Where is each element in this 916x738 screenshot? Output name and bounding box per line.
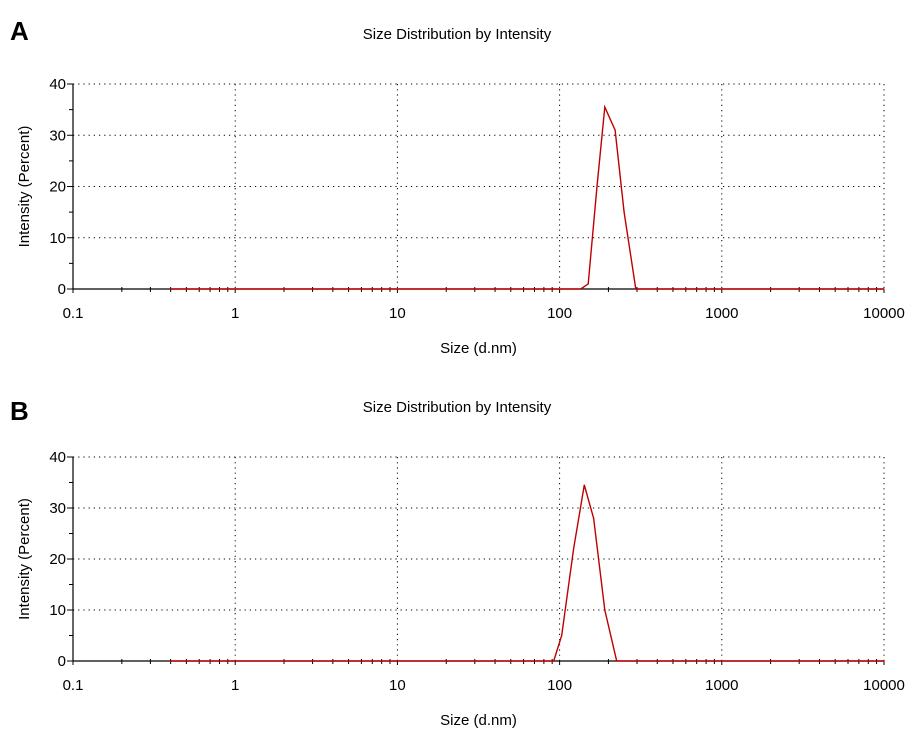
data-point <box>587 283 589 285</box>
data-point <box>561 634 563 637</box>
chart-title: Size Distribution by Intensity <box>363 26 552 43</box>
x-tick-label: 100 <box>547 677 572 694</box>
data-point <box>604 106 606 108</box>
chart-panel-b: B Size Distribution by Intensity 0 10 20 30 4… <box>0 372 916 738</box>
x-tick-label: 1 <box>231 677 239 694</box>
y-tick-label: 10 <box>49 602 66 619</box>
y-tick-label: 0 <box>58 653 66 670</box>
y-axis-label: Intensity (Percent) <box>16 498 33 620</box>
y-tick-label: 0 <box>58 281 66 298</box>
data-point <box>580 288 582 290</box>
y-tick-label: 40 <box>49 76 66 93</box>
chart-b: Size Distribution by Intensity 0 10 20 30 40 0… <box>16 399 905 729</box>
y-tick-label: 10 <box>49 230 66 247</box>
x-tick-label: 10 <box>389 305 406 322</box>
x-tick-label: 10000 <box>863 677 905 694</box>
x-tick-label: 1000 <box>705 305 738 322</box>
x-tick-label: 10 <box>389 677 406 694</box>
data-point <box>604 609 606 611</box>
x-axis-label: Size (d.nm) <box>440 712 517 729</box>
x-tick-label: 1000 <box>705 677 738 694</box>
panel-label-b: B <box>10 396 29 426</box>
y-tick-label: 20 <box>49 179 66 196</box>
x-tick-label: 10000 <box>863 305 905 322</box>
data-point <box>623 211 625 213</box>
x-axis-label: Size (d.nm) <box>440 340 517 357</box>
data-point <box>596 185 598 188</box>
x-tick-label: 0.1 <box>63 677 84 694</box>
y-tick-label: 40 <box>49 449 66 466</box>
data-point <box>170 288 172 290</box>
data-point <box>614 129 616 131</box>
x-tick-label: 100 <box>547 305 572 322</box>
panel-label-a: A <box>10 16 29 46</box>
series-line <box>170 484 884 662</box>
data-point <box>573 548 575 550</box>
data-point <box>170 660 172 662</box>
x-tick-label: 0.1 <box>63 305 84 322</box>
data-point <box>553 660 555 662</box>
y-tick-label: 30 <box>49 500 66 517</box>
data-point <box>583 484 585 486</box>
data-point <box>592 517 595 519</box>
chart-panel-a: A Size Distribution by Intensity 0 10 20 30 4… <box>0 0 916 366</box>
y-tick-label: 20 <box>49 551 66 568</box>
chart-a: Size Distribution by Intensity 0 10 20 30 40 0… <box>16 26 905 357</box>
data-point <box>883 660 885 662</box>
y-axis-label: Intensity (Percent) <box>16 126 33 248</box>
y-tick-label: 30 <box>49 127 66 144</box>
x-tick-label: 1 <box>231 305 239 322</box>
data-point <box>635 288 637 290</box>
series-line <box>170 104 884 290</box>
data-point <box>883 288 885 290</box>
chart-title: Size Distribution by Intensity <box>363 399 552 416</box>
data-point <box>616 660 618 662</box>
